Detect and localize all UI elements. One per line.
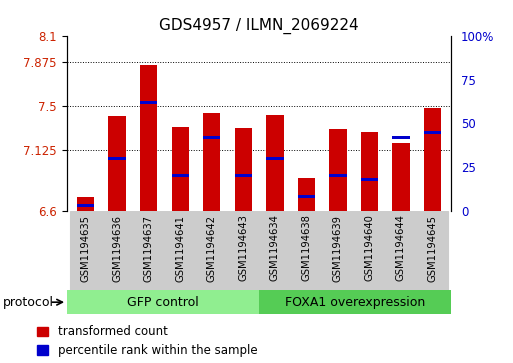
Bar bbox=[171, 127, 189, 211]
Bar bbox=[322, 211, 353, 290]
Bar bbox=[266, 157, 284, 160]
Text: protocol: protocol bbox=[3, 296, 53, 309]
Text: GSM1194635: GSM1194635 bbox=[81, 215, 91, 282]
Text: GSM1194641: GSM1194641 bbox=[175, 215, 185, 282]
Text: GSM1194644: GSM1194644 bbox=[396, 215, 406, 281]
Bar bbox=[133, 211, 165, 290]
Text: GSM1194637: GSM1194637 bbox=[144, 215, 154, 282]
Bar bbox=[70, 211, 102, 290]
Bar bbox=[171, 174, 189, 177]
Bar bbox=[140, 101, 157, 104]
Bar bbox=[234, 174, 252, 177]
Bar bbox=[353, 211, 385, 290]
Bar bbox=[298, 178, 315, 211]
Bar bbox=[140, 65, 157, 211]
Bar bbox=[228, 211, 259, 290]
Bar bbox=[102, 211, 133, 290]
Text: GSM1194639: GSM1194639 bbox=[333, 215, 343, 282]
Bar bbox=[77, 197, 94, 211]
Bar bbox=[329, 174, 347, 177]
Text: GSM1194643: GSM1194643 bbox=[239, 215, 248, 281]
Legend: transformed count, percentile rank within the sample: transformed count, percentile rank withi… bbox=[37, 325, 258, 357]
Bar bbox=[234, 128, 252, 211]
Bar bbox=[203, 136, 221, 139]
Bar bbox=[77, 204, 94, 207]
Text: GSM1194645: GSM1194645 bbox=[427, 215, 438, 282]
Bar bbox=[108, 157, 126, 160]
Bar bbox=[392, 143, 410, 211]
Bar bbox=[361, 178, 378, 181]
Bar bbox=[266, 115, 284, 211]
Text: FOXA1 overexpression: FOXA1 overexpression bbox=[285, 296, 425, 309]
Bar bbox=[108, 117, 126, 211]
Bar bbox=[298, 195, 315, 198]
Bar bbox=[196, 211, 228, 290]
Bar bbox=[165, 211, 196, 290]
Bar bbox=[424, 131, 441, 134]
Bar bbox=[424, 108, 441, 211]
Text: GSM1194642: GSM1194642 bbox=[207, 215, 217, 282]
Text: GSM1194638: GSM1194638 bbox=[301, 215, 311, 281]
Text: GSM1194636: GSM1194636 bbox=[112, 215, 122, 282]
Text: GSM1194640: GSM1194640 bbox=[364, 215, 374, 281]
Bar bbox=[259, 290, 451, 314]
Bar bbox=[392, 136, 410, 139]
Bar bbox=[385, 211, 417, 290]
Bar bbox=[329, 129, 347, 211]
Bar bbox=[290, 211, 322, 290]
Bar bbox=[203, 113, 221, 211]
Title: GDS4957 / ILMN_2069224: GDS4957 / ILMN_2069224 bbox=[159, 17, 359, 33]
Bar bbox=[67, 290, 259, 314]
Bar bbox=[259, 211, 290, 290]
Bar bbox=[361, 131, 378, 211]
Text: GSM1194634: GSM1194634 bbox=[270, 215, 280, 281]
Bar bbox=[417, 211, 448, 290]
Text: GFP control: GFP control bbox=[127, 296, 199, 309]
